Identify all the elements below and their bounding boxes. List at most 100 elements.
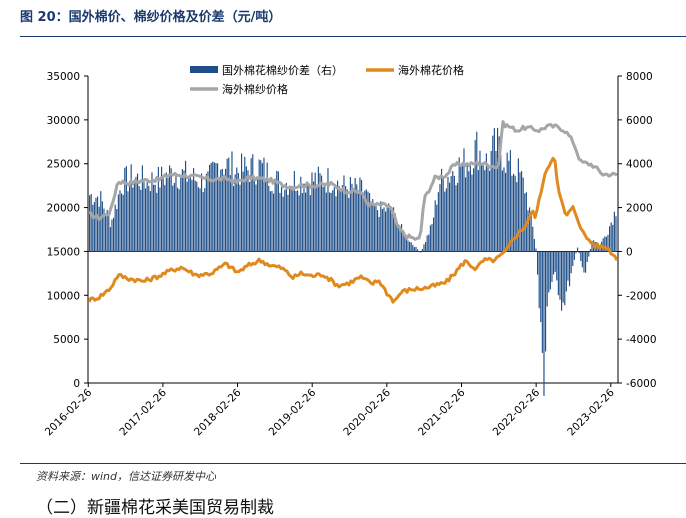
spread-bar <box>495 150 497 252</box>
spread-bar <box>180 177 182 252</box>
spread-bar <box>161 166 163 252</box>
spread-bar <box>589 249 591 252</box>
spread-bar <box>255 184 257 252</box>
x-tick-label: 2017-02-26 <box>117 386 169 438</box>
spread-bar <box>436 204 438 252</box>
spread-bar <box>215 163 217 252</box>
spread-bar <box>124 167 126 252</box>
spread-bar <box>527 210 529 252</box>
spread-bar <box>524 193 526 252</box>
spread-bar <box>580 251 582 262</box>
spread-bar <box>610 222 612 252</box>
spread-bar <box>218 180 220 252</box>
spread-bar <box>290 188 292 252</box>
legend-spread-swatch <box>190 66 218 73</box>
spread-bar <box>186 181 188 252</box>
spread-bar <box>428 234 430 252</box>
spread-bar <box>281 183 283 252</box>
spread-bar <box>108 215 110 252</box>
spread-bar <box>178 189 180 252</box>
cotton-price-line <box>87 156 619 304</box>
spread-bar <box>543 251 545 396</box>
spread-bar <box>591 240 593 252</box>
spread-bar <box>506 152 508 252</box>
spread-bar <box>332 190 334 252</box>
right-tick-label: 8000 <box>626 71 653 83</box>
spread-bar <box>469 162 471 252</box>
spread-bar <box>289 185 291 252</box>
spread-bar <box>585 251 587 273</box>
spread-bar <box>231 151 233 252</box>
spread-bar <box>271 190 273 252</box>
spread-bar <box>537 251 539 275</box>
spread-bar <box>258 159 260 252</box>
spread-bar <box>501 170 503 252</box>
left-tick-label: 20000 <box>47 203 80 215</box>
spread-bar <box>292 186 294 252</box>
spread-bar <box>143 181 145 252</box>
spread-bar <box>305 192 307 252</box>
x-tick-label: 2018-02-26 <box>192 386 244 438</box>
spread-bar <box>463 148 465 252</box>
spread-bar <box>130 164 132 252</box>
spread-bar <box>541 251 543 353</box>
spread-bar <box>377 210 379 252</box>
spread-bar <box>322 186 324 252</box>
spread-bar <box>401 224 403 252</box>
spread-bar <box>343 175 345 252</box>
spread-bar <box>316 184 318 252</box>
spread-bar <box>370 204 372 252</box>
spread-bar <box>441 168 443 252</box>
spread-bar <box>609 226 611 252</box>
spread-bar <box>477 170 479 252</box>
spread-bar <box>234 174 236 252</box>
spread-bar <box>276 170 278 252</box>
spread-bar <box>194 180 196 252</box>
left-tick-label: 30000 <box>47 115 80 127</box>
spread-bar <box>317 166 319 252</box>
spread-bar <box>575 251 577 254</box>
spread-bar <box>425 242 427 252</box>
spread-bar <box>522 177 524 252</box>
spread-bar <box>573 251 575 260</box>
spread-bar <box>333 187 335 252</box>
spread-bar <box>226 158 228 252</box>
spread-bar <box>458 157 460 252</box>
spread-bar <box>397 224 399 252</box>
spread-bar <box>457 182 459 252</box>
spread-bar <box>287 194 289 252</box>
spread-bar <box>405 235 407 252</box>
spread-bar <box>468 171 470 252</box>
spread-bar <box>329 192 331 252</box>
spread-bar <box>367 191 369 252</box>
spread-bar <box>361 179 363 252</box>
spread-bar <box>434 200 436 252</box>
spread-bar <box>175 175 177 252</box>
left-tick-label: 15000 <box>47 246 80 258</box>
spread-bar <box>209 164 211 252</box>
spread-bar <box>605 236 607 252</box>
spread-bar <box>306 181 308 252</box>
spread-bar <box>341 185 343 252</box>
spread-bar <box>229 175 231 252</box>
spread-bar <box>365 189 367 252</box>
spread-bar <box>345 186 347 252</box>
spread-bar <box>490 150 492 252</box>
spread-bar <box>261 163 263 252</box>
spread-bar <box>359 177 361 252</box>
spread-bar <box>249 181 251 252</box>
legend-cotton-label: 海外棉花价格 <box>398 63 464 77</box>
spread-bar <box>245 166 247 252</box>
spread-bar <box>420 251 422 253</box>
spread-bar <box>461 162 463 252</box>
spread-bar <box>602 238 604 252</box>
spread-bar <box>156 192 158 252</box>
chart: 05000100001500020000250003000035000-6000… <box>43 63 657 438</box>
spread-bar <box>429 225 431 252</box>
spread-bar <box>357 190 359 252</box>
spread-bar <box>154 184 156 252</box>
spread-bar <box>170 168 172 252</box>
spread-bar <box>466 165 468 252</box>
spread-bar <box>535 248 537 252</box>
right-tick-label: 0 <box>626 246 633 258</box>
